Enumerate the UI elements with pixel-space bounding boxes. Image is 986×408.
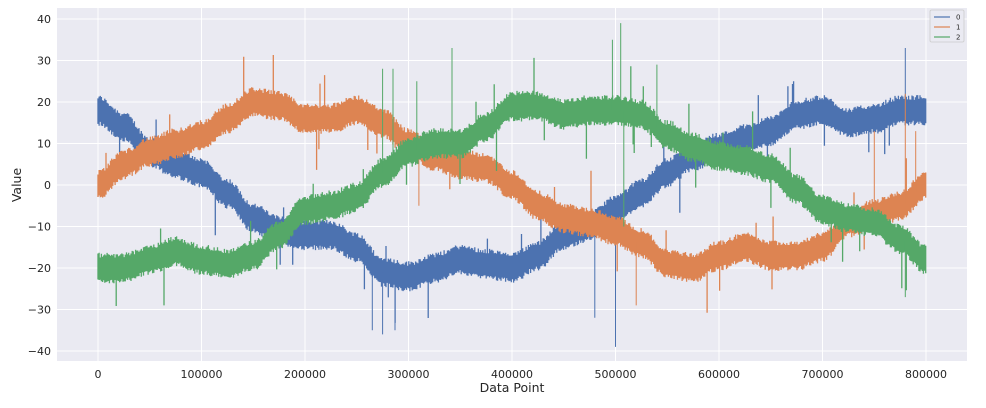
x-tick-label: 300000: [388, 368, 430, 381]
legend-label: 1: [956, 24, 960, 32]
x-tick-label: 800000: [905, 368, 947, 381]
x-tick-label: 200000: [284, 368, 326, 381]
legend-label: 0: [956, 14, 960, 22]
x-tick-label: 500000: [595, 368, 637, 381]
y-tick-label: −30: [28, 304, 51, 317]
x-tick-label: 400000: [491, 368, 533, 381]
legend-item-1: 1: [934, 24, 960, 32]
x-axis-label: Data Point: [480, 380, 545, 395]
y-tick-label: −10: [28, 221, 51, 234]
legend-item-0: 0: [934, 14, 960, 22]
x-axis-ticks: 0 100000 200000 300000 400000 500000 600000 700…: [95, 368, 948, 381]
legend: 0 1 2: [929, 9, 965, 43]
legend-box: [929, 9, 965, 43]
series-layer: [97, 23, 927, 347]
y-axis-label: Value: [9, 168, 24, 203]
y-tick-label: −20: [28, 262, 51, 275]
x-tick-label: 0: [95, 368, 102, 381]
y-tick-label: 0: [44, 179, 51, 192]
legend-item-2: 2: [934, 34, 960, 42]
x-tick-label: 100000: [181, 368, 223, 381]
x-tick-label: 700000: [802, 368, 844, 381]
y-tick-label: 30: [37, 55, 51, 68]
y-tick-label: −40: [28, 345, 51, 358]
y-tick-label: 10: [37, 138, 51, 151]
x-tick-label: 600000: [698, 368, 740, 381]
y-axis-ticks: 40 30 20 10 0 −10 −20 −30 −40: [28, 13, 51, 358]
y-tick-label: 40: [37, 13, 51, 26]
y-tick-label: 20: [37, 96, 51, 109]
legend-label: 2: [956, 34, 960, 42]
series-1: [97, 55, 927, 313]
series-2: [97, 23, 927, 306]
